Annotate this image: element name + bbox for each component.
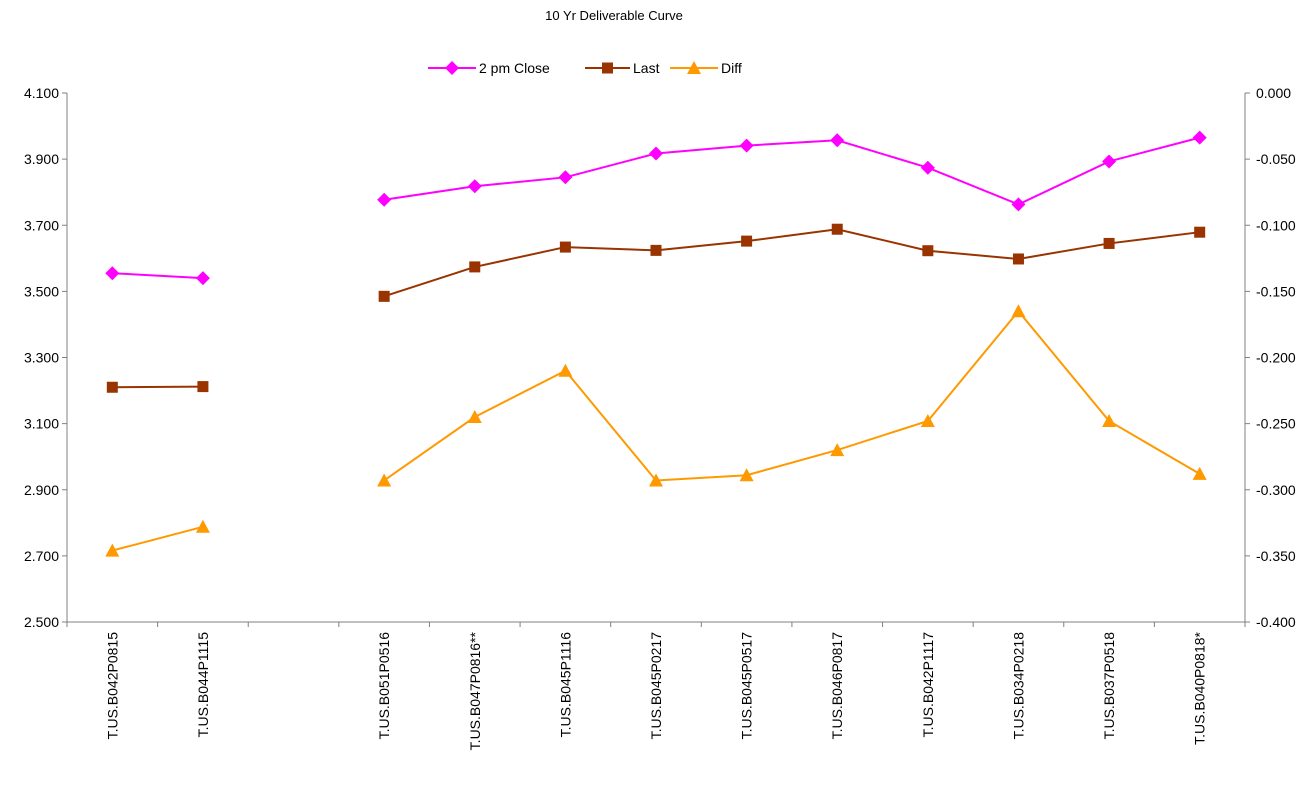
y-left-tick-label: 3.700 [24, 217, 59, 233]
series-square [106, 223, 1206, 393]
data-point-diamond [830, 133, 845, 148]
series-line [383, 228, 1200, 298]
data-point-diamond [739, 138, 754, 153]
legend: 2 pm Close Last Diff [428, 60, 742, 76]
legend-label: 2 pm Close [479, 60, 550, 76]
data-point-diamond [1102, 154, 1117, 169]
x-tick-label: T.US.B051P0516 [376, 632, 392, 740]
data-point-triangle [105, 543, 120, 557]
data-point-square [1194, 226, 1206, 238]
axes: 2.500 2.700 2.900 3.100 3.300 3.500 3.700 3.900… [24, 85, 1296, 750]
data-point-diamond [105, 266, 120, 281]
y-right-tick-label: -0.050 [1256, 151, 1296, 167]
x-tick-label: T.US.B045P0517 [739, 632, 755, 740]
data-point-triangle [195, 519, 210, 533]
data-point-square [1103, 237, 1115, 249]
series-layer [105, 130, 1207, 557]
chart-title: 10 Yr Deliverable Curve [545, 8, 683, 23]
x-tick-label: T.US.B034P0218 [1010, 632, 1026, 740]
data-point-triangle [558, 363, 573, 377]
data-point-diamond [195, 271, 210, 286]
data-point-triangle [1102, 413, 1117, 427]
data-point-triangle [739, 468, 754, 482]
y-right-tick-label: -0.250 [1256, 416, 1296, 432]
y-right-tick-label: -0.300 [1256, 482, 1296, 498]
x-tick-label: T.US.B045P0217 [648, 632, 664, 740]
series-line [383, 309, 1201, 482]
data-point-diamond [1192, 130, 1207, 145]
y-left-tick-label: 4.100 [24, 85, 59, 101]
data-point-square [197, 381, 209, 393]
y-left-tick-label: 2.500 [24, 614, 59, 630]
y-right-tick-label: -0.350 [1256, 548, 1296, 564]
data-point-square [378, 290, 390, 302]
y-right-tick-label: -0.200 [1256, 350, 1296, 366]
y-left-tick-label: 3.300 [24, 350, 59, 366]
x-tick-label: T.US.B042P1117 [920, 632, 936, 738]
y-right-tick-label: -0.100 [1256, 217, 1296, 233]
data-point-diamond [377, 192, 392, 207]
y-left-tick-label: 3.500 [24, 283, 59, 299]
legend-label: Last [633, 60, 660, 76]
series-line [112, 385, 203, 389]
data-point-diamond [445, 61, 459, 75]
series-line [112, 272, 203, 280]
data-point-triangle [687, 61, 701, 74]
y-left-tick-label: 2.700 [24, 548, 59, 564]
data-point-triangle [1011, 304, 1026, 318]
x-tick-label: T.US.B045P1116 [557, 632, 573, 738]
data-point-square [650, 244, 662, 256]
x-tick-label: T.US.B037P0518 [1101, 632, 1117, 740]
data-point-triangle [467, 410, 482, 424]
y-left-tick-label: 3.100 [24, 416, 59, 432]
data-point-triangle [920, 413, 935, 427]
y-right-tick-label: 0.000 [1256, 85, 1291, 101]
y-right-tick-label: -0.400 [1256, 614, 1296, 630]
data-point-triangle [377, 473, 392, 487]
data-point-square [741, 235, 753, 247]
data-point-triangle [649, 473, 663, 487]
data-point-triangle [1192, 466, 1207, 480]
y-left-tick-label: 3.900 [24, 151, 59, 167]
x-tick-label: T.US.B046P0817 [829, 632, 845, 740]
legend-label: Diff [721, 60, 742, 76]
data-point-diamond [920, 160, 935, 175]
x-tick-label: T.US.B044P1115 [195, 632, 211, 738]
data-point-square [469, 261, 481, 273]
data-point-square [106, 381, 118, 393]
data-point-diamond [467, 179, 482, 194]
data-point-square [1012, 253, 1024, 265]
data-point-triangle [830, 443, 845, 457]
series-line [112, 525, 204, 552]
series-diamond [105, 130, 1207, 286]
data-point-square [922, 245, 934, 257]
series-triangle [105, 304, 1207, 557]
data-point-diamond [649, 146, 663, 161]
series-line [384, 136, 1200, 206]
y-left-tick-label: 2.900 [24, 482, 59, 498]
y-right-tick-label: -0.150 [1256, 283, 1296, 299]
x-tick-label: T.US.B047P0816** [467, 631, 483, 750]
x-tick-label: T.US.B040P0818* [1192, 631, 1208, 744]
data-point-square [831, 223, 843, 235]
data-point-diamond [558, 170, 573, 185]
x-tick-label: T.US.B042P0815 [104, 632, 120, 740]
data-point-diamond [1011, 197, 1026, 212]
data-point-square [602, 62, 613, 74]
data-point-square [559, 241, 571, 253]
